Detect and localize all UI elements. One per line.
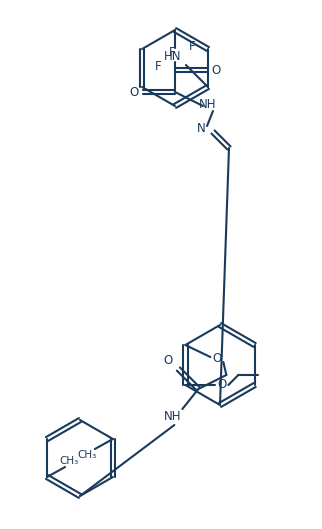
Text: O: O — [164, 354, 173, 368]
Text: F: F — [189, 41, 195, 53]
Text: CH₃: CH₃ — [77, 450, 97, 460]
Text: O: O — [218, 379, 227, 391]
Text: O: O — [129, 86, 139, 98]
Text: F: F — [169, 47, 175, 59]
Text: F: F — [155, 60, 161, 74]
Text: CH₃: CH₃ — [60, 456, 79, 466]
Text: O: O — [213, 352, 222, 366]
Text: NH: NH — [164, 411, 181, 424]
Text: HN: HN — [164, 50, 182, 62]
Text: O: O — [211, 63, 221, 77]
Text: NH: NH — [199, 97, 217, 111]
Text: N: N — [197, 122, 205, 134]
